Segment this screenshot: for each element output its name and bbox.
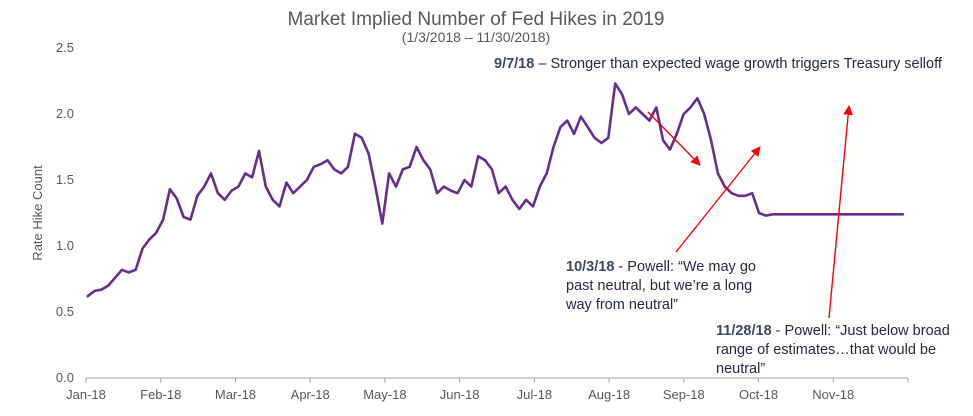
x-tick-label: Mar-18 bbox=[215, 387, 256, 402]
x-tick-label: Aug-18 bbox=[588, 387, 630, 402]
x-tick-label: Jan-18 bbox=[66, 387, 106, 402]
arrow-10-3-18 bbox=[675, 146, 761, 253]
annotation-10-3-18-text: - Powell: “We may go past neutral, but w… bbox=[566, 259, 756, 313]
y-tick-label: 0.5 bbox=[56, 304, 74, 319]
chart-title: Market Implied Number of Fed Hikes in 20… bbox=[288, 9, 665, 30]
x-tick-label: Jul-18 bbox=[517, 387, 552, 402]
y-tick-label: 0.0 bbox=[56, 370, 74, 385]
annotation-9-7-18-date: 9/7/18 bbox=[494, 56, 535, 72]
x-tick-label: Apr-18 bbox=[291, 387, 330, 402]
annotation-arrows bbox=[647, 105, 854, 319]
y-tick-label: 2.0 bbox=[56, 106, 74, 121]
x-tick-label: Feb-18 bbox=[140, 387, 181, 402]
annotation-11-28-18-text: - Powell: “Just below broad range of est… bbox=[716, 323, 950, 377]
annotation-10-3-18-date: 10/3/18 bbox=[566, 259, 615, 275]
arrow-9-7-18 bbox=[647, 111, 701, 166]
annotation-11-28-18-date: 11/28/18 bbox=[716, 323, 772, 339]
y-axis-label: Rate Hike Count bbox=[30, 165, 45, 261]
arrow-11-28-18 bbox=[828, 105, 854, 319]
annotation-10-3-18: 10/3/18 - Powell: “We may go past neutra… bbox=[566, 258, 766, 315]
y-tick-label: 2.5 bbox=[56, 40, 74, 55]
axes: 0.0 0.5 1.0 1.5 2.0 2.5 Jan-18 Feb-18 Mar-18 Apr-… bbox=[56, 40, 909, 402]
chart-subtitle: (1/3/2018 – 11/30/2018) bbox=[402, 29, 550, 45]
annotation-9-7-18-text: – Stronger than expected wage growth tri… bbox=[534, 56, 942, 72]
annotation-11-28-18: 11/28/18 - Powell: “Just below broad ran… bbox=[716, 322, 951, 379]
x-tick-label: Oct-18 bbox=[739, 387, 778, 402]
y-tick-label: 1.5 bbox=[56, 172, 74, 187]
x-tick-label: Sep-18 bbox=[663, 387, 705, 402]
x-tick-label: Jun-18 bbox=[440, 387, 480, 402]
annotation-9-7-18: 9/7/18 – Stronger than expected wage gro… bbox=[494, 55, 942, 74]
series-group bbox=[86, 82, 905, 298]
series-line bbox=[86, 82, 905, 298]
y-tick-label: 1.0 bbox=[56, 238, 74, 253]
x-tick-label: May-18 bbox=[363, 387, 406, 402]
x-tick-label: Nov-18 bbox=[812, 387, 854, 402]
